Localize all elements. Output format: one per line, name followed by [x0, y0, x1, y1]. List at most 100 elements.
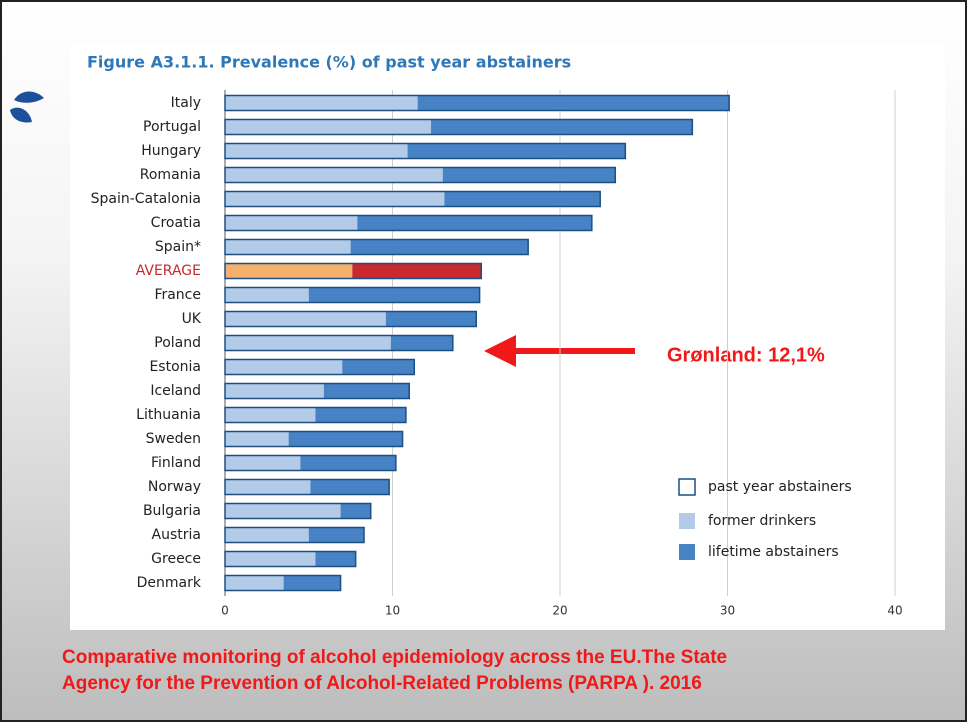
- y-tick-label: Hungary: [141, 143, 201, 159]
- bar-segment: [225, 383, 324, 399]
- bar-segment: [225, 167, 443, 183]
- y-tick-label: Greece: [151, 551, 201, 567]
- y-tick-label: Poland: [154, 335, 201, 351]
- bar-segment: [357, 215, 592, 231]
- bar-segment: [225, 503, 341, 519]
- bar-outline: [224, 382, 410, 400]
- x-tick-label: 0: [221, 604, 229, 618]
- bar-segment: [308, 527, 365, 543]
- bar-segment: [225, 551, 316, 567]
- bar-outline: [224, 214, 593, 232]
- bar-outline: [224, 94, 730, 112]
- bar-segment: [225, 239, 351, 255]
- chart-panel: [70, 45, 945, 630]
- bar-segment: [442, 167, 616, 183]
- bar-segment: [225, 191, 445, 207]
- bar-segment: [390, 335, 453, 351]
- bar-outline: [224, 310, 477, 328]
- source-line: Comparative monitoring of alcohol epidem…: [62, 647, 727, 668]
- bar-segment: [225, 527, 309, 543]
- bar-segment: [300, 455, 396, 471]
- bar-outline: [224, 238, 529, 256]
- bar-segment: [225, 455, 301, 471]
- bar-segment: [310, 479, 390, 495]
- legend-swatch: [679, 513, 695, 529]
- bar-segment: [407, 143, 626, 159]
- bar-segment: [444, 191, 601, 207]
- bar-segment: [308, 287, 480, 303]
- x-tick-label: 10: [385, 604, 400, 618]
- y-tick-label: Sweden: [146, 431, 201, 447]
- bar-segment: [225, 575, 284, 591]
- bar-segment: [342, 359, 415, 375]
- bar-segment: [225, 143, 408, 159]
- bar-outline: [224, 406, 407, 424]
- bar-segment: [225, 95, 418, 111]
- x-tick-label: 20: [552, 604, 567, 618]
- bar-segment: [225, 119, 432, 135]
- bar-segment: [225, 479, 311, 495]
- y-tick-label: Romania: [140, 167, 201, 183]
- annotation: Grønland: 12,1%: [667, 344, 825, 366]
- y-tick-label: Spain*: [155, 239, 201, 255]
- bar-segment: [315, 407, 406, 423]
- bar-outline: [224, 334, 454, 352]
- bar-outline: [224, 526, 365, 544]
- bar-outline: [224, 118, 694, 136]
- annotation-arrowhead: [484, 335, 516, 367]
- bar-segment: [315, 551, 356, 567]
- bar-outline: [224, 550, 357, 568]
- y-tick-label: Estonia: [149, 359, 201, 375]
- bar-outline: [224, 262, 483, 280]
- bar-outline: [224, 502, 372, 520]
- y-tick-label: Croatia: [151, 215, 201, 231]
- bar-segment: [385, 311, 477, 327]
- y-tick-label: Norway: [148, 479, 201, 495]
- bar-outline: [224, 142, 627, 160]
- legend-swatch: [679, 544, 695, 560]
- bar-segment: [225, 311, 386, 327]
- bar-segment: [225, 407, 316, 423]
- bar-segment: [283, 575, 341, 591]
- legend-swatch: [678, 478, 696, 496]
- bar-segment: [225, 431, 289, 447]
- y-tick-label: UK: [182, 311, 202, 327]
- bar-segment: [417, 95, 730, 111]
- x-tick-label: 40: [887, 604, 902, 618]
- y-tick-label: Austria: [152, 527, 201, 543]
- bar-segment: [225, 287, 309, 303]
- bar-segment: [340, 503, 371, 519]
- y-tick-label: Italy: [171, 95, 201, 111]
- bar-segment: [431, 119, 693, 135]
- x-tick-label: 30: [720, 604, 735, 618]
- legend-label: past year abstainers: [708, 479, 852, 495]
- bar-outline: [224, 286, 481, 304]
- bar-outline: [224, 430, 404, 448]
- bar-segment: [323, 383, 410, 399]
- y-tick-label: Finland: [151, 455, 201, 471]
- y-tick-label: Denmark: [137, 575, 202, 591]
- legend-label: former drinkers: [708, 513, 816, 529]
- bar-outline: [224, 358, 416, 376]
- chart-title: Figure A3.1.1. Prevalence (%) of past ye…: [87, 53, 571, 72]
- y-tick-label: Lithuania: [136, 407, 201, 423]
- bar-outline: [224, 166, 617, 184]
- bar-segment: [352, 263, 482, 279]
- y-tick-label: Portugal: [143, 119, 201, 135]
- bar-outline: [224, 454, 397, 472]
- y-tick-label: Bulgaria: [143, 503, 201, 519]
- legend-label: lifetime abstainers: [708, 544, 839, 560]
- y-tick-label: Spain-Catalonia: [91, 191, 201, 207]
- bar-segment: [225, 263, 353, 279]
- bar-outline: [224, 190, 601, 208]
- bar-outline: [224, 478, 390, 496]
- bar-segment: [225, 215, 358, 231]
- bar-segment: [288, 431, 403, 447]
- source-line: Agency for the Prevention of Alcohol-Rel…: [62, 673, 702, 694]
- bar-outline: [224, 574, 342, 592]
- bar-segment: [225, 359, 343, 375]
- bar-segment: [225, 335, 391, 351]
- y-tick-label: France: [154, 287, 201, 303]
- y-tick-label: Iceland: [150, 383, 201, 399]
